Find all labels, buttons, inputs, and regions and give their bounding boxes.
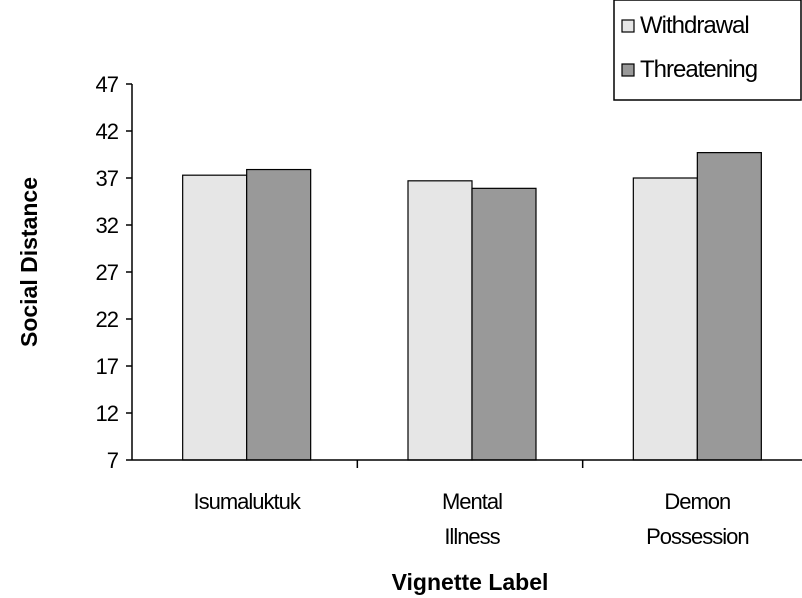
bar-threatening-0	[246, 168, 312, 461]
x-tick-label: Mental	[442, 489, 502, 514]
y-tick-label: 32	[96, 213, 119, 238]
bar-withdrawal-0	[182, 174, 248, 461]
legend-label-threatening: Threatening	[640, 56, 757, 83]
bar-withdrawal-1	[407, 180, 473, 461]
legend-swatch-withdrawal	[621, 19, 635, 33]
axes-group: 7 12 17 22 27 32 37 42 47 Isumaluktuk Mental Illnes…	[96, 72, 802, 549]
x-tick-label: Possession	[646, 524, 749, 549]
y-tick-label: 42	[96, 119, 119, 144]
y-tick-label: 27	[96, 260, 119, 285]
y-tick-label: 17	[96, 354, 119, 379]
x-axis-title: Vignette Label	[392, 569, 549, 595]
x-tick-label: Demon	[664, 489, 730, 514]
bar-threatening-1	[471, 187, 537, 461]
bar-threatening-2	[696, 152, 762, 461]
legend-swatch-threatening	[621, 63, 635, 77]
x-tick-label: Isumaluktuk	[193, 489, 301, 514]
y-tick-label: 12	[96, 401, 119, 426]
y-axis-title: Social Distance	[16, 177, 42, 347]
bar-withdrawal-2	[632, 177, 698, 461]
x-tick-label: Illness	[444, 524, 500, 549]
bars-group	[182, 152, 762, 461]
y-tick-label: 37	[96, 166, 119, 191]
legend-label-withdrawal: Withdrawal	[640, 12, 749, 39]
y-tick-label: 7	[107, 448, 119, 473]
y-tick-label: 47	[96, 72, 119, 97]
legend-box	[613, 0, 802, 101]
legend: Withdrawal Threatening	[613, 0, 802, 101]
y-tick-label: 22	[96, 307, 119, 332]
